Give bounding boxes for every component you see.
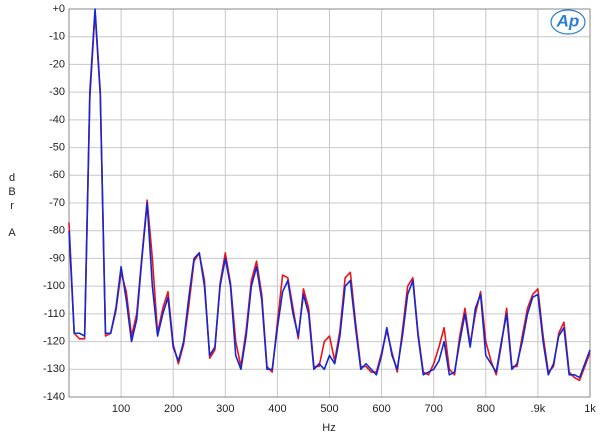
x-tick-label: 700 bbox=[425, 403, 443, 415]
x-axis-label: Hz bbox=[322, 422, 335, 434]
y-tick-label: -20 bbox=[49, 58, 65, 70]
y-axis-label: dBr bbox=[6, 172, 18, 214]
y-tick-label: -70 bbox=[49, 197, 65, 209]
y-axis-unit: A bbox=[8, 227, 16, 239]
y-tick-label: -60 bbox=[49, 169, 65, 181]
y-tick-label: -10 bbox=[49, 31, 65, 43]
x-tick-label: .9k bbox=[531, 403, 546, 415]
y-tick-label: +0 bbox=[52, 3, 65, 15]
series-line bbox=[68, 8, 591, 379]
y-tick-label: -110 bbox=[44, 308, 65, 320]
x-tick-label: 800 bbox=[477, 403, 495, 415]
x-tick-label: 500 bbox=[320, 403, 338, 415]
y-tick-label: -80 bbox=[49, 225, 65, 237]
y-tick-label: -90 bbox=[49, 252, 65, 264]
x-tick-label: 100 bbox=[112, 403, 130, 415]
plot-frame bbox=[68, 8, 591, 398]
y-tick-label: -100 bbox=[43, 280, 65, 292]
y-tick-label: -140 bbox=[43, 391, 65, 403]
x-tick-label: 1k bbox=[584, 403, 596, 415]
y-tick-label: -120 bbox=[43, 335, 65, 347]
x-tick-label: 200 bbox=[164, 403, 182, 415]
x-tick-label: 300 bbox=[216, 403, 234, 415]
y-tick-label: -30 bbox=[49, 86, 65, 98]
y-tick-label: -40 bbox=[49, 114, 65, 126]
x-tick-label: 600 bbox=[372, 403, 390, 415]
logo-ring bbox=[550, 9, 586, 35]
y-tick-label: -130 bbox=[43, 363, 65, 375]
y-tick-label: -50 bbox=[49, 141, 65, 153]
logo: Ap bbox=[556, 11, 580, 30]
x-tick-label: 400 bbox=[268, 403, 286, 415]
